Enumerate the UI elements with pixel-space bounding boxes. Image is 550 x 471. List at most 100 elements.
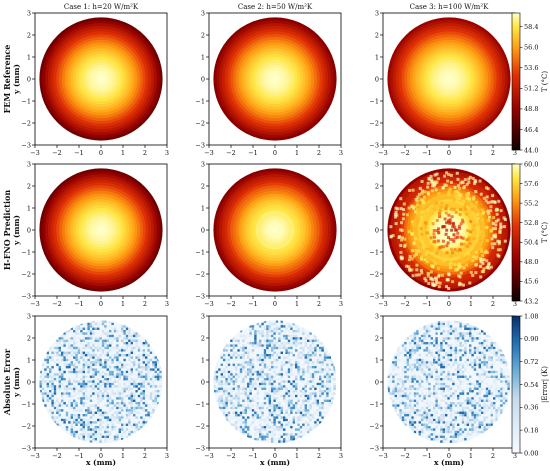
error-cell [58,385,61,388]
y-tick-label: 2 [375,182,379,190]
x-tick-label: 3 [165,300,169,308]
error-cell [145,382,148,386]
error-cell [61,344,64,347]
error-cell [493,390,496,393]
error-cell [321,346,324,350]
error-cell [113,349,117,352]
prediction-noise-cell [436,239,440,243]
prediction-noise-cell [499,225,503,229]
error-cell [490,373,493,376]
error-cell [473,399,477,402]
error-cell [123,349,126,352]
prediction-noise-cell [430,245,433,249]
error-cell [287,414,291,417]
error-cell [259,423,262,426]
error-cell [316,411,319,414]
error-cell [244,404,247,407]
error-cell [452,423,455,426]
error-cell [421,380,424,383]
error-cell [447,423,450,426]
error-cell [82,397,85,400]
error-cell [469,382,472,386]
error-cell [53,373,57,376]
error-cell [316,378,319,381]
error-cell [247,349,250,352]
error-cell [290,337,293,340]
error-cell [399,382,402,386]
error-cell [263,361,267,364]
error-cell [442,337,445,340]
y-tick-label: 2 [27,182,31,190]
error-cell [85,361,88,364]
error-cell [442,421,445,424]
error-cell [235,373,238,376]
error-cell [273,409,276,412]
error-cell [331,380,334,383]
error-cell [73,387,76,390]
error-cell [290,344,293,347]
error-cell [488,358,491,362]
error-cell [430,325,433,328]
error-cell [304,399,307,402]
error-cell [323,406,327,410]
error-cell [82,428,85,431]
prediction-noise-cell [457,274,461,278]
x-tick-label: 0 [99,452,103,460]
error-cell [87,322,90,326]
error-cell [394,361,397,364]
error-cell [295,382,298,386]
error-cell [273,370,276,374]
error-cell [409,390,412,393]
error-cell [56,406,59,410]
error-cell [275,409,279,412]
error-cell [49,390,52,393]
error-cell [425,354,429,357]
error-cell [89,322,93,326]
error-cell [416,430,419,434]
prediction-noise-cell [498,240,501,244]
error-cell [435,380,438,383]
error-cell [133,339,136,342]
error-cell [70,344,73,347]
error-cell [133,411,136,414]
prediction-noise-cell [457,266,461,270]
error-cell [232,375,235,378]
prediction-noise-cell [417,273,421,277]
error-cell [437,406,441,410]
error-cell [263,354,267,357]
error-cell [428,394,431,398]
error-cell [394,402,397,405]
error-cell [437,349,441,352]
error-cell [75,399,78,402]
prediction-noise-cell [449,201,453,205]
error-cell [437,344,441,347]
error-cell [46,392,49,395]
error-cell [73,433,76,436]
error-cell [435,438,438,441]
error-cell [87,346,90,350]
error-cell [319,375,322,378]
error-cell [459,414,462,417]
prediction-noise-cell [400,257,404,261]
error-cell [104,382,107,386]
error-cell [97,392,100,395]
error-cell [418,387,421,390]
error-cell [447,378,450,381]
prediction-noise-cell [465,238,469,242]
error-cell [125,373,129,376]
heatmap-panel [213,168,337,292]
error-cell [321,349,324,352]
error-cell [392,399,395,402]
error-cell [440,368,443,371]
error-cell [80,418,83,422]
error-cell [459,404,462,407]
prediction-noise-cell [490,242,494,246]
prediction-noise-cell [396,207,400,211]
error-cell [227,399,231,402]
error-cell [411,351,414,354]
error-cell [319,402,322,405]
error-cell [77,426,81,429]
error-cell [507,380,510,383]
error-cell [113,356,117,359]
prediction-noise-cell [490,237,494,241]
